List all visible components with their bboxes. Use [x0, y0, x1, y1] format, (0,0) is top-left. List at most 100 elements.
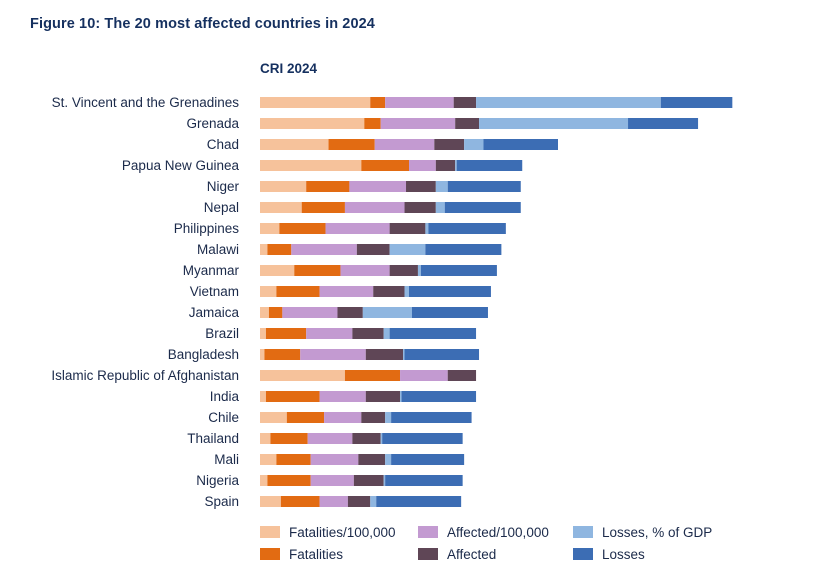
bar-segment — [455, 118, 480, 129]
bar-segment — [300, 349, 366, 360]
bar-segment — [337, 307, 363, 318]
bar-segment — [373, 286, 405, 297]
bar-segment — [282, 307, 338, 318]
bar-segment — [447, 181, 521, 192]
legend-label: Fatalities — [289, 546, 344, 562]
legend-swatch — [418, 548, 438, 560]
bar-segment — [409, 160, 436, 171]
bars — [260, 97, 733, 507]
bar-segment — [286, 412, 325, 423]
bar-segment — [425, 244, 502, 255]
bar-segment — [260, 496, 281, 507]
bar-segment — [385, 475, 463, 486]
bar-segment — [404, 202, 436, 213]
category-label: Nepal — [204, 200, 239, 215]
legend-item-fatalities-per-100k: Fatalities/100,000 — [260, 524, 418, 540]
legend: Fatalities/100,000 Affected/100,000 Loss… — [260, 524, 730, 562]
bar-segment — [389, 244, 426, 255]
bar-segment — [389, 328, 477, 339]
bar-segment — [435, 181, 448, 192]
bar-segment — [401, 391, 477, 402]
bar-segment — [383, 475, 386, 486]
bar-segment — [374, 139, 435, 150]
bar-segment — [260, 370, 345, 381]
bar-segment — [660, 97, 733, 108]
legend-label: Affected/100,000 — [447, 524, 549, 540]
legend-item-losses: Losses — [573, 546, 733, 562]
bar-segment — [265, 328, 307, 339]
bar-segment — [444, 202, 521, 213]
bar-segment — [353, 475, 384, 486]
bar-segment — [306, 328, 353, 339]
stacked-bar-chart: St. Vincent and the Grenadines Grenada Cha… — [51, 95, 733, 509]
bar-segment — [267, 475, 311, 486]
category-label: Malawi — [197, 242, 239, 257]
bar-segment — [376, 496, 462, 507]
category-label: Papua New Guinea — [122, 158, 240, 173]
legend-label: Affected — [447, 546, 497, 562]
bar-segment — [385, 454, 392, 465]
bar-segment — [260, 475, 268, 486]
bar-segment — [382, 433, 463, 444]
bar-segment — [324, 412, 362, 423]
bar-segment — [268, 307, 283, 318]
bar-segment — [362, 307, 412, 318]
bar-segment — [260, 97, 371, 108]
category-label: Vietnam — [190, 284, 239, 299]
bar-segment — [400, 391, 402, 402]
category-label: St. Vincent and the Grenadines — [52, 95, 240, 110]
bar-segment — [301, 202, 345, 213]
bar-segment — [310, 454, 359, 465]
category-label: Niger — [207, 179, 240, 194]
bar-segment — [385, 412, 392, 423]
bar-segment — [328, 139, 375, 150]
bar-segment — [260, 139, 329, 150]
bar-segment — [260, 181, 307, 192]
bar-segment — [260, 433, 271, 444]
category-label: Grenada — [186, 116, 239, 131]
category-label: Jamaica — [189, 305, 240, 320]
figure-title: Figure 10: The 20 most affected countrie… — [30, 16, 375, 32]
bar-segment — [276, 454, 311, 465]
category-label: Philippines — [174, 221, 240, 236]
bar-segment — [435, 202, 445, 213]
legend-swatch — [260, 548, 280, 560]
bar-segment — [428, 223, 506, 234]
legend-item-fatalities: Fatalities — [260, 546, 418, 562]
category-label: Mali — [214, 452, 239, 467]
legend-swatch — [573, 526, 593, 538]
bar-segment — [476, 97, 661, 108]
chart-title: CRI 2024 — [260, 61, 318, 76]
bar-segment — [349, 181, 407, 192]
bar-segment — [404, 349, 480, 360]
bar-segment — [260, 244, 268, 255]
bar-segment — [264, 349, 301, 360]
bar-segment — [260, 160, 362, 171]
bar-segment — [628, 118, 699, 129]
legend-item-losses-gdp: Losses, % of GDP — [573, 524, 733, 540]
bar-segment — [391, 454, 465, 465]
bar-segment — [380, 433, 383, 444]
bar-segment — [325, 223, 390, 234]
bar-segment — [479, 118, 629, 129]
bar-segment — [319, 391, 366, 402]
bar-segment — [435, 160, 456, 171]
bar-segment — [294, 265, 341, 276]
bar-segment — [260, 391, 266, 402]
legend-label: Losses, % of GDP — [602, 524, 713, 540]
bar-segment — [400, 370, 448, 381]
bar-segment — [391, 412, 472, 423]
bar-segment — [260, 286, 277, 297]
category-label: Spain — [204, 494, 239, 509]
bar-segment — [340, 265, 390, 276]
legend-swatch — [573, 548, 593, 560]
bar-segment — [260, 202, 302, 213]
bar-segment — [352, 328, 384, 339]
category-label: Myanmar — [183, 263, 240, 278]
category-label: Thailand — [187, 431, 239, 446]
legend-label: Losses — [602, 546, 645, 562]
bar-segment — [344, 202, 405, 213]
category-label: Chad — [207, 137, 239, 152]
bar-segment — [420, 265, 497, 276]
bar-segment — [370, 97, 386, 108]
